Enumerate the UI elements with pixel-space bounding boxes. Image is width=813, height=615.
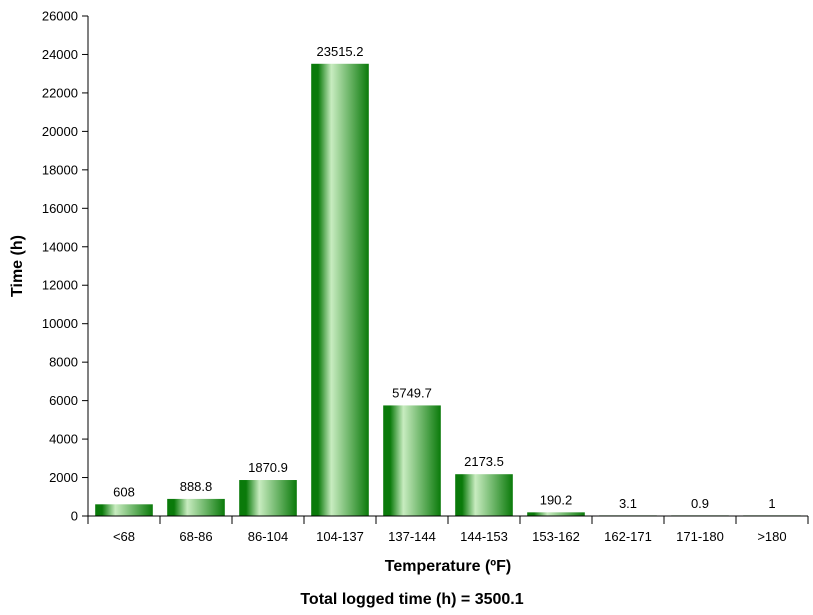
data-label: 5749.7 [392, 385, 432, 400]
data-label: 608 [113, 484, 135, 499]
data-labels: 608 888.8 1870.9 23515.2 5749.7 2173.5 190.2 3.… [113, 44, 775, 511]
data-label: 2173.5 [464, 454, 504, 469]
y-tick-label: 6000 [49, 393, 78, 408]
bar [167, 498, 225, 516]
data-label: 3.1 [619, 496, 637, 511]
y-axis-title: Time (h) [9, 235, 26, 297]
data-label: 1870.9 [248, 460, 288, 475]
x-tick-label: 137-144 [388, 529, 436, 544]
y-tick-label: 22000 [42, 85, 78, 100]
y-tick-label: 12000 [42, 278, 78, 293]
bar [239, 480, 297, 516]
data-label: 0.9 [691, 496, 709, 511]
data-label: 888.8 [180, 479, 213, 494]
y-tick-label: 14000 [42, 239, 78, 254]
x-tick-label: 162-171 [604, 529, 652, 544]
y-tick-label: 24000 [42, 47, 78, 62]
y-tick-label: 20000 [42, 124, 78, 139]
bars [95, 63, 801, 517]
y-tick-label: 26000 [42, 9, 78, 24]
x-tick-label: 153-162 [532, 529, 580, 544]
bar [455, 474, 513, 516]
bar [311, 63, 369, 517]
y-tick-label: 4000 [49, 432, 78, 447]
x-tick-label: 144-153 [460, 529, 508, 544]
x-tick-label: <68 [113, 529, 135, 544]
x-tick-label: 68-86 [179, 529, 212, 544]
y-tick-label: 16000 [42, 201, 78, 216]
y-tick-label: 0 [71, 509, 78, 524]
bar [527, 512, 585, 516]
x-axis-ticks: <68 68-86 86-104 104-137 137-144 144-153 153-1… [87, 516, 809, 544]
x-tick-label: >180 [757, 529, 786, 544]
bar [95, 504, 153, 516]
y-tick-label: 10000 [42, 316, 78, 331]
data-label: 190.2 [540, 492, 573, 507]
x-tick-label: 86-104 [248, 529, 288, 544]
y-axis-ticks: 0 2000 4000 6000 8000 10000 12000 14000 16000 180… [42, 9, 88, 524]
y-tick-label: 8000 [49, 355, 78, 370]
x-tick-label: 104-137 [316, 529, 364, 544]
x-tick-label: 171-180 [676, 529, 724, 544]
y-tick-label: 18000 [42, 162, 78, 177]
data-label: 23515.2 [317, 44, 364, 59]
total-logged-time: Total logged time (h) = 3500.1 [300, 591, 523, 608]
y-tick-label: 2000 [49, 470, 78, 485]
data-label: 1 [768, 496, 775, 511]
bar [383, 405, 441, 516]
x-axis-title: Temperature (ºF) [385, 558, 511, 575]
